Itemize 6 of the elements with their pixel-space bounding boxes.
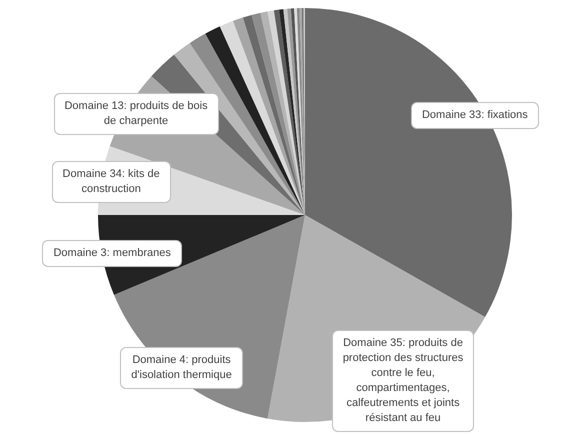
slice-label: Domaine 4: produits d'isolation thermique <box>120 347 243 390</box>
slice-label: Domaine 34: kits de construction <box>52 160 171 203</box>
slice-label: Domaine 35: produits de protection des structures contre le feu, compartimentages, calfeutrements et joints résistant au feu <box>332 330 474 432</box>
slice-label: Domaine 33: fixations <box>411 102 539 130</box>
slice-label: Domaine 3: membranes <box>42 240 182 268</box>
slice-label: Domaine 13: produits de bois de charpente <box>54 93 219 136</box>
